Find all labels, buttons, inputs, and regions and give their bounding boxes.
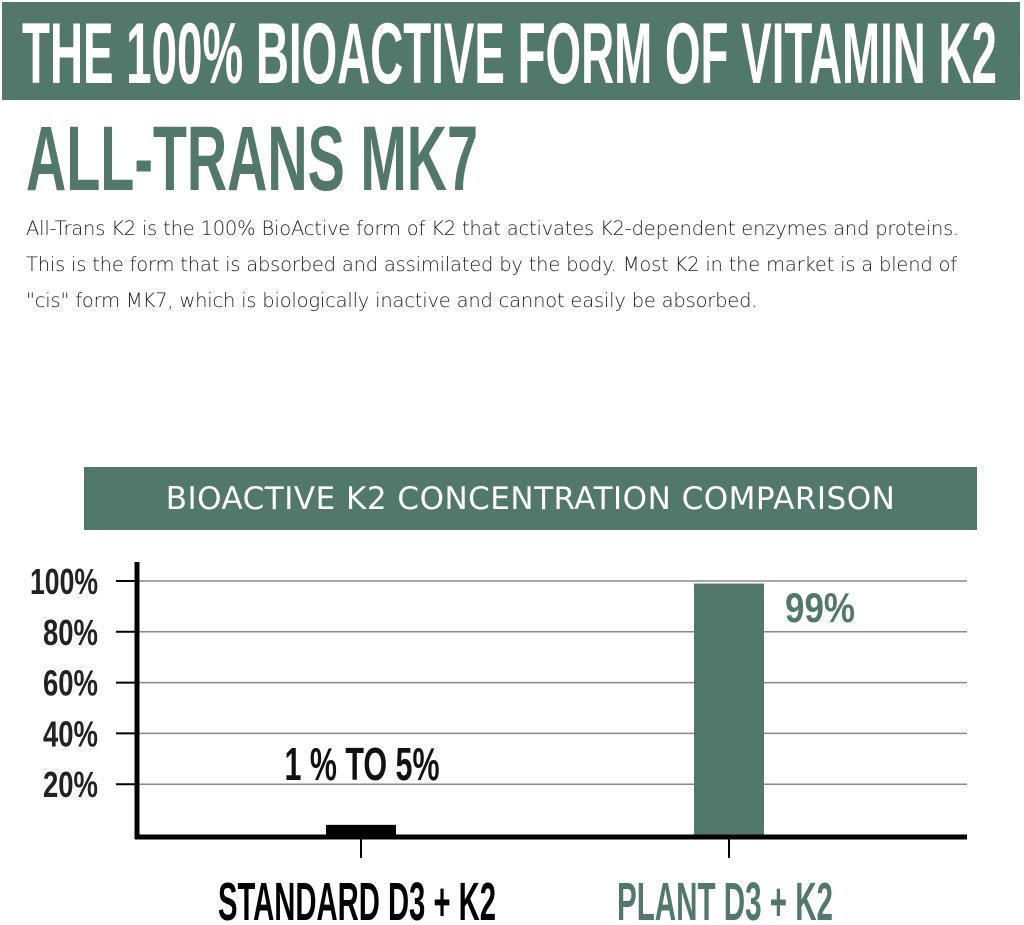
bar-plant <box>694 583 764 835</box>
page-heading: ALL-TRANS MK7 <box>26 110 478 200</box>
y-tick-label: 100% <box>30 561 98 602</box>
y-tick-label: 20% <box>43 764 98 805</box>
data-label: 1 % TO 5% <box>285 738 440 790</box>
bar-chart: 20% 40% 60% 80% 100% STANDARD D3 + K2 1 % TO 5… <box>30 561 967 925</box>
y-tick-label: 40% <box>43 713 98 754</box>
description-paragraph: All-Trans K2 is the 100% BioActive form … <box>26 217 960 312</box>
top-banner: THE 100% BIOACTIVE FORM OF VITAMIN K2 <box>2 2 1020 102</box>
heading-svg: ALL-TRANS MK7 <box>26 110 478 200</box>
chart-title-banner: BIOACTIVE K2 CONCENTRATION COMPARISON <box>84 467 977 530</box>
y-tick-label: 80% <box>43 612 98 653</box>
y-tick-label: 60% <box>43 663 98 704</box>
x-category-label: PLANT D3 + K2 <box>617 872 833 925</box>
bar-standard <box>326 824 396 835</box>
banner-title: THE 100% BIOACTIVE FORM OF VITAMIN K2 <box>22 6 997 100</box>
x-category-label: STANDARD D3 + K2 <box>218 872 496 925</box>
data-label: 99% <box>785 584 855 631</box>
banner-title-svg: THE 100% BIOACTIVE FORM OF VITAMIN K2 <box>22 6 997 102</box>
chart-title: BIOACTIVE K2 CONCENTRATION COMPARISON <box>165 480 896 517</box>
